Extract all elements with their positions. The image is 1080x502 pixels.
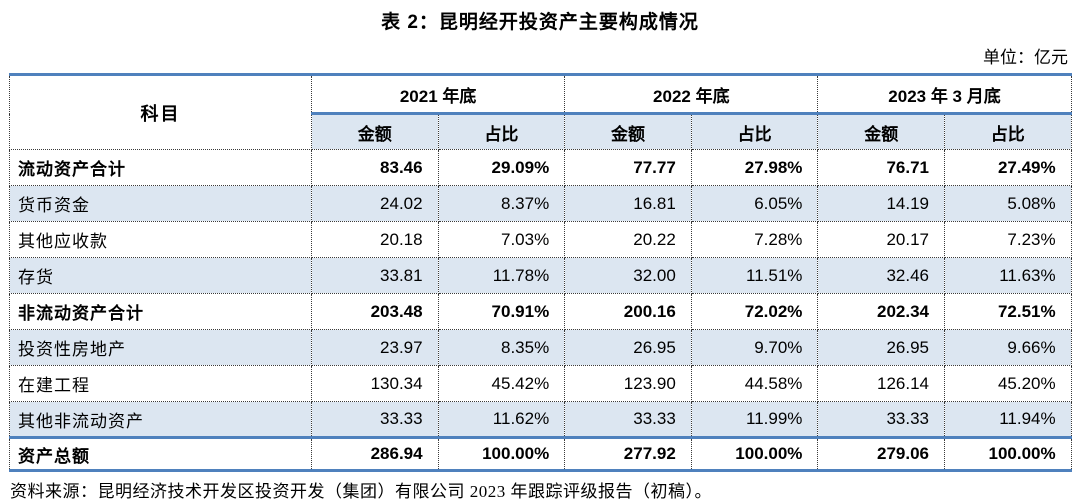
value-cell: 44.58% [690, 365, 819, 402]
value-cell: 7.03% [437, 221, 566, 258]
ratio-header: 占比 [944, 112, 1072, 150]
value-cell: 70.91% [437, 293, 566, 330]
table-row: 货币资金 24.02 8.37% 16.81 6.05% 14.19 5.08% [9, 185, 1072, 222]
ratio-header: 占比 [690, 112, 819, 150]
value-cell: 26.95 [817, 329, 945, 366]
value-cell: 32.00 [564, 257, 692, 294]
value-cell: 9.66% [944, 329, 1072, 366]
table-row: 其他非流动资产 33.33 11.62% 33.33 11.99% 33.33 11.94% [9, 401, 1072, 438]
table-row: 资产总额 286.94 100.00% 277.92 100.00% 279.06 100.… [9, 436, 1072, 471]
value-cell: 279.06 [817, 436, 945, 471]
value-cell: 7.23% [944, 221, 1072, 258]
value-cell: 72.02% [690, 293, 819, 330]
value-cell: 16.81 [564, 185, 692, 222]
value-cell: 200.16 [564, 293, 692, 330]
value-cell: 20.22 [564, 221, 692, 258]
value-cell: 8.35% [437, 329, 566, 366]
value-cell: 20.18 [311, 221, 439, 258]
value-cell: 126.14 [817, 365, 945, 402]
row-label: 资产总额 [9, 436, 312, 471]
amount-header: 金额 [311, 112, 439, 150]
value-cell: 29.09% [437, 149, 566, 186]
value-cell: 11.99% [690, 401, 819, 438]
value-cell: 33.33 [564, 401, 692, 438]
value-cell: 33.81 [311, 257, 439, 294]
sub-header-row: 金额 占比 金额 占比 金额 占比 [10, 112, 1072, 150]
table-row: 存货 33.81 11.78% 32.00 11.51% 32.46 11.63% [9, 257, 1072, 294]
table-row: 其他应收款 20.18 7.03% 20.22 7.28% 20.17 7.23% [9, 221, 1072, 258]
value-cell: 72.51% [944, 293, 1072, 330]
table-title: 表 2：昆明经开投资产主要构成情况 [381, 12, 699, 33]
value-cell: 9.70% [690, 329, 819, 366]
value-cell: 45.20% [944, 365, 1072, 402]
period-header-row: 科目 2021 年底 2022 年底 2023 年 3 月底 [9, 74, 1072, 150]
value-cell: 100.00% [944, 436, 1072, 471]
value-cell: 11.62% [437, 401, 566, 438]
value-cell: 23.97 [311, 329, 439, 366]
row-label: 其他应收款 [9, 221, 312, 258]
table-header: 科目 2021 年底 2022 年底 2023 年 3 月底 金额 占比 金额 … [9, 74, 1072, 150]
value-cell: 286.94 [311, 436, 439, 471]
row-label: 在建工程 [9, 365, 312, 402]
value-cell: 83.46 [311, 149, 439, 186]
value-cell: 11.78% [437, 257, 566, 294]
row-label: 非流动资产合计 [9, 293, 312, 330]
row-label: 流动资产合计 [9, 149, 312, 186]
asset-composition-table: 科目 2021 年底 2022 年底 2023 年 3 月底 金额 占比 金额 … [9, 73, 1072, 472]
value-cell: 20.17 [817, 221, 945, 258]
value-cell: 77.77 [564, 149, 692, 186]
row-label: 其他非流动资产 [9, 401, 312, 438]
value-cell: 11.63% [944, 257, 1072, 294]
value-cell: 24.02 [311, 185, 439, 222]
value-cell: 11.94% [944, 401, 1072, 438]
value-cell: 5.08% [944, 185, 1072, 222]
value-cell: 26.95 [564, 329, 692, 366]
value-cell: 7.28% [690, 221, 819, 258]
row-label: 投资性房地产 [9, 329, 312, 366]
value-cell: 100.00% [437, 436, 566, 471]
value-cell: 123.90 [564, 365, 692, 402]
ratio-header: 占比 [437, 112, 566, 150]
value-cell: 33.33 [817, 401, 945, 438]
value-cell: 277.92 [564, 436, 692, 471]
value-cell: 14.19 [817, 185, 945, 222]
value-cell: 202.34 [817, 293, 945, 330]
value-cell: 130.34 [311, 365, 439, 402]
amount-header: 金额 [564, 112, 692, 150]
value-cell: 11.51% [690, 257, 819, 294]
row-label: 货币资金 [9, 185, 312, 222]
value-cell: 33.33 [311, 401, 439, 438]
value-cell: 6.05% [690, 185, 819, 222]
table-row: 非流动资产合计 203.48 70.91% 200.16 72.02% 202.34 72.… [9, 293, 1072, 330]
value-cell: 32.46 [817, 257, 945, 294]
value-cell: 203.48 [311, 293, 439, 330]
value-cell: 76.71 [817, 149, 945, 186]
value-cell: 45.42% [437, 365, 566, 402]
table-row: 流动资产合计 83.46 29.09% 77.77 27.98% 76.71 27.49% [9, 149, 1072, 186]
table-body: 流动资产合计 83.46 29.09% 77.77 27.98% 76.71 27.49% 货… [9, 149, 1072, 471]
amount-header: 金额 [817, 112, 945, 150]
row-label: 存货 [9, 257, 312, 294]
table-row: 投资性房地产 23.97 8.35% 26.95 9.70% 26.95 9.66% [9, 329, 1072, 366]
value-cell: 27.98% [690, 149, 819, 186]
period-header-2023: 2023 年 3 月底 [817, 74, 1072, 114]
value-cell: 8.37% [437, 185, 566, 222]
value-cell: 27.49% [944, 149, 1072, 186]
table-row: 在建工程 130.34 45.42% 123.90 44.58% 126.14 45.20% [9, 365, 1072, 402]
unit-label: 单位：亿元 [983, 48, 1068, 67]
period-header-2022: 2022 年底 [564, 74, 819, 114]
subject-column-header: 科目 [9, 74, 312, 150]
value-cell: 100.00% [690, 436, 819, 471]
period-header-2021: 2021 年底 [310, 74, 566, 114]
source-note: 资料来源：昆明经济技术开发区投资开发（集团）有限公司 2023 年跟踪评级报告（… [10, 482, 712, 501]
